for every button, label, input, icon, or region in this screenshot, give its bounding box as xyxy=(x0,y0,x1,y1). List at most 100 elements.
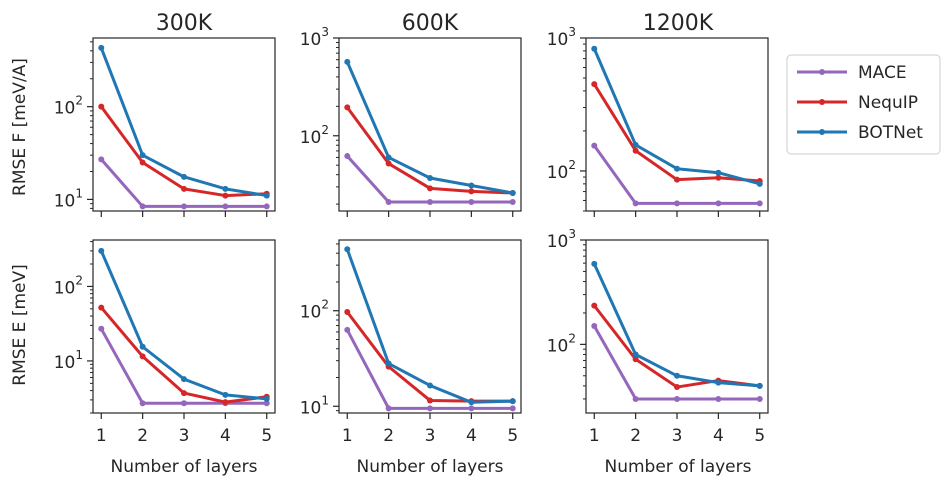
data-point-mace xyxy=(509,199,516,206)
data-point-botnet xyxy=(468,182,475,189)
data-point-nequip xyxy=(632,356,639,363)
y-tick-label: 102 xyxy=(300,298,329,323)
data-point-mace xyxy=(139,203,146,210)
data-point-mace xyxy=(98,156,105,163)
ylabel-energy: RMSE E [meV] xyxy=(10,264,30,385)
data-point-mace xyxy=(427,405,433,412)
legend-marker-mace xyxy=(819,69,825,75)
data-point-botnet xyxy=(427,174,433,181)
data-point-nequip xyxy=(468,188,475,195)
data-point-nequip xyxy=(98,304,105,311)
y-tick-label: 101 xyxy=(300,393,329,418)
y-tick-label: 102 xyxy=(300,123,329,148)
data-point-botnet xyxy=(344,58,351,65)
data-point-nequip xyxy=(344,308,351,315)
xlabel-col2: Number of layers xyxy=(357,457,504,477)
series-line-nequip xyxy=(100,105,267,198)
y-tick-label: 102 xyxy=(547,331,576,356)
panel-force-1200k: 102 103 xyxy=(547,25,769,217)
data-point-mace xyxy=(715,200,722,207)
data-point-mace xyxy=(344,326,351,333)
series-line-botnet xyxy=(592,48,761,186)
data-point-mace xyxy=(139,400,146,407)
x-tick-label: 5 xyxy=(507,426,518,446)
data-point-mace xyxy=(181,400,187,407)
data-point-nequip xyxy=(427,185,433,192)
panel-energy-300k: 101 102 1 2 3 4 5 xyxy=(54,239,276,446)
data-point-botnet xyxy=(222,391,229,398)
data-point-nequip xyxy=(715,174,722,181)
x-tick-label: 1 xyxy=(589,426,600,446)
col-title-300k: 300K xyxy=(156,11,213,36)
data-point-mace xyxy=(674,200,680,207)
data-point-botnet xyxy=(139,343,146,350)
data-point-botnet xyxy=(468,399,475,406)
data-point-botnet xyxy=(674,165,680,172)
y-tick-label: 101 xyxy=(54,348,83,373)
data-point-mace xyxy=(263,400,270,407)
data-point-nequip xyxy=(139,353,146,360)
legend-label-nequip: NequIP xyxy=(858,93,918,113)
legend-frame xyxy=(786,54,941,155)
x-tick-label: 4 xyxy=(713,426,724,446)
data-point-mace xyxy=(222,203,229,210)
plot-frame xyxy=(585,37,769,212)
y-tick-label: 103 xyxy=(547,227,576,252)
data-point-botnet xyxy=(632,141,639,148)
data-point-botnet xyxy=(344,246,351,253)
data-point-botnet xyxy=(98,44,105,51)
panel-force-300k: 101 102 xyxy=(54,37,276,217)
data-point-mace xyxy=(756,395,763,402)
data-point-botnet xyxy=(385,360,392,367)
data-point-nequip xyxy=(674,176,680,183)
data-point-botnet xyxy=(674,372,680,379)
data-point-nequip xyxy=(591,302,598,309)
plot-frame xyxy=(92,37,276,212)
legend-label-botnet: BOTNet xyxy=(858,123,923,143)
data-point-botnet xyxy=(509,398,516,405)
data-point-botnet xyxy=(756,180,763,187)
legend-marker-nequip xyxy=(819,99,825,105)
data-point-nequip xyxy=(591,81,598,88)
legend-label-mace: MACE xyxy=(858,63,907,83)
y-tick-label: 102 xyxy=(54,94,83,119)
x-tick-label: 3 xyxy=(179,426,190,446)
data-point-mace xyxy=(263,203,270,210)
x-tick-label: 5 xyxy=(261,426,272,446)
data-point-botnet xyxy=(139,152,146,159)
data-point-botnet xyxy=(715,169,722,176)
series-line-mace xyxy=(345,329,513,410)
data-point-nequip xyxy=(632,147,639,154)
series-line-mace xyxy=(100,158,267,208)
y-tick-label: 102 xyxy=(54,273,83,298)
series-line-mace xyxy=(593,144,760,205)
data-point-nequip xyxy=(222,399,229,406)
plot-frame xyxy=(338,239,522,414)
data-point-mace xyxy=(98,325,105,332)
data-point-nequip xyxy=(385,160,392,167)
data-point-nequip xyxy=(181,185,187,192)
panel-energy-1200k: 102 103 1 2 3 4 5 xyxy=(547,227,769,446)
y-tick-label: 103 xyxy=(547,25,576,50)
y-tick-label: 102 xyxy=(547,158,576,183)
data-point-mace xyxy=(344,153,351,160)
y-tick-label: 101 xyxy=(54,186,83,211)
data-point-nequip xyxy=(674,384,680,391)
y-tick-label: 103 xyxy=(300,25,329,50)
x-tick-label: 2 xyxy=(137,426,148,446)
data-point-mace xyxy=(632,395,639,402)
data-point-mace xyxy=(509,405,516,412)
ylabel-force: RMSE F [meV/A] xyxy=(10,58,30,196)
col-title-600k: 600K xyxy=(402,11,459,36)
plot-frame xyxy=(92,239,276,414)
data-point-botnet xyxy=(715,379,722,386)
plot-frame xyxy=(585,239,769,414)
data-point-botnet xyxy=(632,351,639,358)
x-tick-label: 4 xyxy=(466,426,477,446)
data-point-botnet xyxy=(181,173,187,180)
data-point-mace xyxy=(591,142,598,149)
data-point-mace xyxy=(468,405,475,412)
xlabel-col3: Number of layers xyxy=(605,457,752,477)
data-point-botnet xyxy=(98,247,105,254)
